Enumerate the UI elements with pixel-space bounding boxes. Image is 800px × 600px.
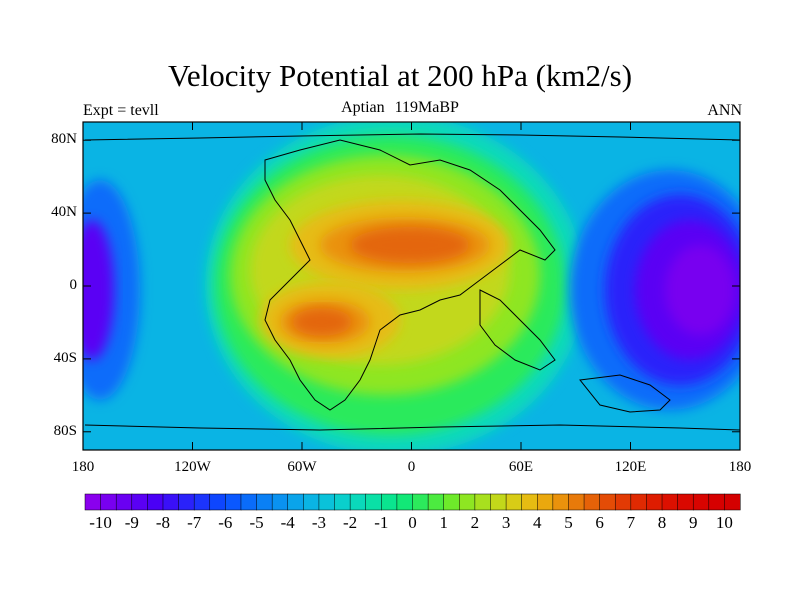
colorbar-swatch bbox=[568, 493, 585, 511]
colorbar-swatch bbox=[256, 493, 273, 511]
colorbar-swatch bbox=[708, 493, 725, 511]
colorbar-label: 6 bbox=[595, 513, 604, 532]
colorbar-swatch bbox=[318, 493, 336, 511]
colorbar-swatch bbox=[677, 493, 694, 511]
colorbar-swatch bbox=[724, 493, 741, 511]
colorbar-swatch bbox=[349, 493, 367, 511]
colorbar-swatch bbox=[84, 493, 102, 511]
colorbar-label: -9 bbox=[124, 513, 139, 532]
colorbar-label: 8 bbox=[657, 513, 667, 532]
colorbar-label: -5 bbox=[249, 513, 264, 532]
colorbar-label: 4 bbox=[533, 513, 542, 532]
lon-tick-label: 0 bbox=[407, 459, 416, 475]
colorbar-swatch bbox=[630, 493, 647, 511]
colorbar-label: -10 bbox=[89, 513, 112, 532]
lon-tick-label: 60W bbox=[287, 459, 317, 475]
colorbar-swatch bbox=[271, 493, 289, 511]
colorbar bbox=[84, 493, 741, 511]
colorbar-swatch bbox=[474, 493, 492, 511]
colorbar-label: -4 bbox=[280, 513, 295, 532]
lat-tick-label: 0 bbox=[69, 277, 78, 293]
experiment-label: Expt = tevll bbox=[83, 102, 159, 119]
colorbar-swatch bbox=[614, 493, 632, 511]
colorbar-swatch bbox=[115, 493, 133, 511]
colorbar-label: 5 bbox=[564, 513, 573, 532]
colorbar-swatch bbox=[505, 493, 523, 511]
colorbar-swatch bbox=[334, 493, 351, 511]
plot-title: Velocity Potential at 200 hPa (km2/s) bbox=[167, 58, 633, 93]
colorbar-swatch bbox=[240, 493, 258, 511]
colorbar-swatch bbox=[396, 493, 414, 511]
colorbar-swatch bbox=[583, 493, 601, 511]
colorbar-swatch bbox=[147, 493, 164, 511]
colorbar-swatch bbox=[287, 493, 304, 511]
lat-tick-label: 40S bbox=[53, 349, 77, 366]
colorbar-label: -1 bbox=[374, 513, 389, 532]
lat-tick-label: 40N bbox=[51, 204, 77, 221]
colorbar-label: 3 bbox=[501, 513, 511, 532]
colorbar-swatch bbox=[365, 493, 382, 511]
colorbar-label: 1 bbox=[439, 513, 448, 532]
colorbar-swatch bbox=[178, 493, 195, 511]
colorbar-label: -7 bbox=[187, 513, 202, 532]
colorbar-label: -3 bbox=[311, 513, 326, 532]
colorbar-swatch bbox=[692, 493, 710, 511]
colorbar-swatch bbox=[303, 493, 320, 511]
lon-tick-label: 60E bbox=[508, 459, 534, 475]
lon-tick-label: 180 bbox=[728, 459, 752, 475]
lat-tick-label: 80N bbox=[51, 131, 77, 148]
colorbar-swatch bbox=[381, 493, 398, 511]
lon-tick-label: 120E bbox=[614, 459, 647, 475]
colorbar-label: -2 bbox=[343, 513, 358, 532]
colorbar-swatch bbox=[209, 493, 226, 511]
colorbar-swatch bbox=[193, 493, 211, 511]
colorbar-label: -8 bbox=[155, 513, 171, 532]
colorbar-label: 7 bbox=[626, 513, 636, 532]
axis-ticks bbox=[82, 122, 741, 450]
lat-tick-label: 80S bbox=[53, 422, 77, 439]
colorbar-swatch bbox=[646, 493, 663, 511]
colorbar-swatch bbox=[427, 493, 445, 511]
colorbar-label: 9 bbox=[688, 513, 698, 532]
colorbar-swatch bbox=[459, 493, 476, 511]
colorbar-swatch bbox=[100, 493, 117, 511]
lon-tick-label: 120W bbox=[174, 459, 211, 475]
lon-tick-label: 180 bbox=[71, 459, 95, 475]
colorbar-swatch bbox=[661, 493, 679, 511]
coastlines bbox=[84, 133, 740, 431]
colorbar-label: -6 bbox=[218, 513, 233, 532]
contour-field bbox=[83, 122, 740, 450]
colorbar-swatch bbox=[443, 493, 460, 511]
period-label: Aptian 119MaBP bbox=[341, 99, 459, 116]
colorbar-swatch bbox=[537, 493, 554, 511]
season-label: ANN bbox=[707, 102, 742, 119]
colorbar-label: 0 bbox=[408, 513, 417, 532]
colorbar-label: 10 bbox=[715, 513, 733, 532]
colorbar-swatch bbox=[412, 493, 429, 511]
colorbar-swatch bbox=[521, 493, 538, 511]
colorbar-swatch bbox=[131, 493, 148, 511]
colorbar-swatch bbox=[162, 493, 180, 511]
colorbar-swatch bbox=[552, 493, 570, 511]
colorbar-label: 2 bbox=[470, 513, 480, 532]
colorbar-swatch bbox=[490, 493, 507, 511]
colorbar-swatch bbox=[225, 493, 242, 511]
colorbar-swatch bbox=[599, 493, 616, 511]
